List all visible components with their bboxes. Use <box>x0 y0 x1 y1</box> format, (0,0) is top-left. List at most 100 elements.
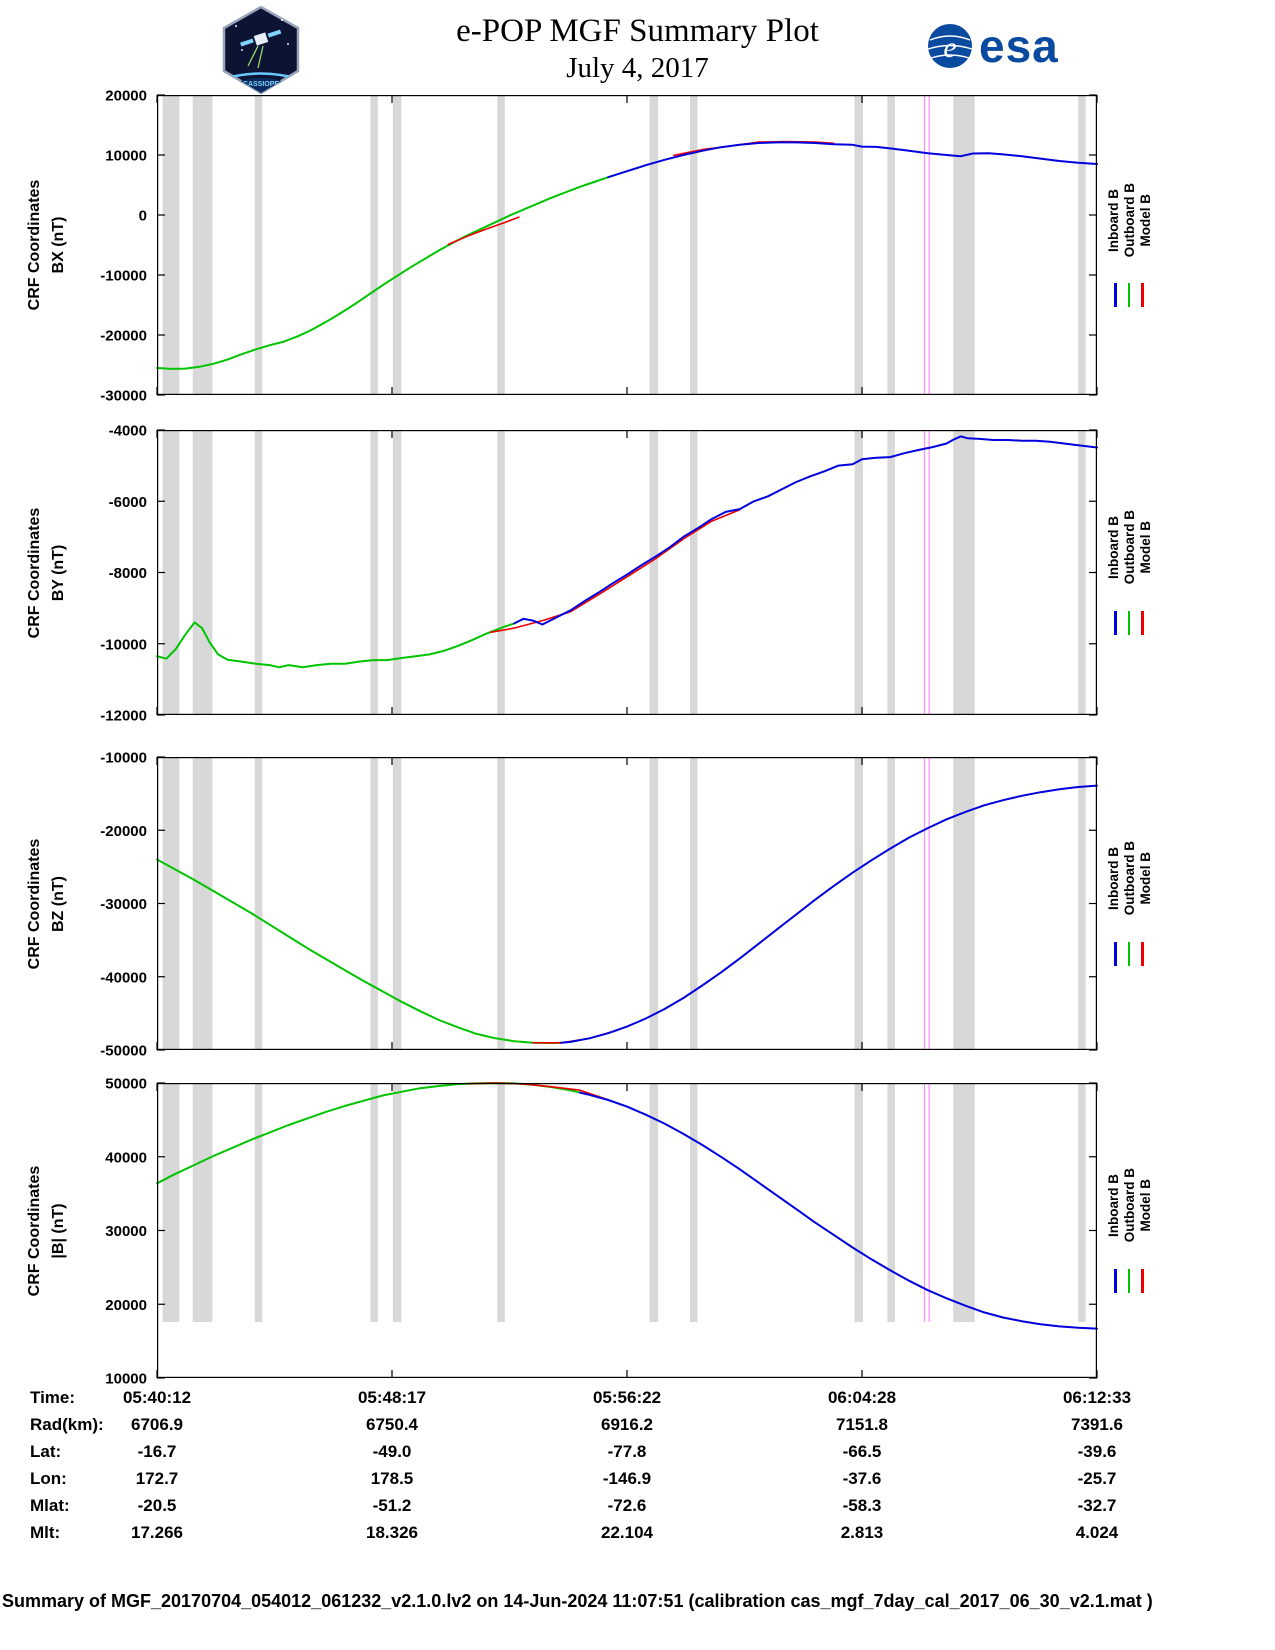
plot-area-bx: 20000 10000 0 -10000 -20000 -30000 <box>100 88 1098 405</box>
series-inboard-b <box>513 435 1098 626</box>
table-cell: -49.0 <box>372 1442 412 1461</box>
title-date: July 4, 2017 <box>566 51 709 84</box>
legend-by: Inboard B Outboard B Model B <box>1100 430 1158 715</box>
series-model-b <box>466 1082 610 1101</box>
series-outboard-b <box>156 176 610 370</box>
data-gap-band <box>953 757 975 1050</box>
y-axis-label-by: CRF Coordinates BY (nT) <box>26 507 67 638</box>
data-gap-band <box>162 95 180 395</box>
legend-label-model: Model B <box>1137 193 1153 247</box>
table-cell: 05:48:17 <box>357 1388 427 1407</box>
data-gap-band <box>254 430 263 715</box>
legend-line-sample-outboard <box>1127 1268 1131 1293</box>
legend-bz: Inboard B Outboard B Model B <box>1100 757 1158 1050</box>
table-cell: 06:04:28 <box>827 1388 897 1407</box>
data-gap-band <box>392 757 402 1050</box>
data-gap-band <box>887 95 895 395</box>
data-gap-band <box>162 757 180 1050</box>
table-cell: 7391.6 <box>1071 1415 1123 1434</box>
data-gap-band <box>370 1083 378 1322</box>
legend-line-sample-model <box>1141 610 1144 635</box>
table-cell: 05:40:12 <box>122 1388 192 1407</box>
y-tick-label: -4000 <box>109 423 147 440</box>
data-gap-band <box>854 757 863 1050</box>
legend-line-sample-inboard <box>1114 941 1117 966</box>
data-gap-band <box>690 430 698 715</box>
table-row: Lon: 172.7 178.5 -146.9 -37.6 -25.7 <box>0 1469 1275 1496</box>
table-cell: 22.104 <box>601 1523 653 1542</box>
y-tick-label: -20000 <box>100 328 147 345</box>
data-gap-band <box>953 430 975 715</box>
esa-logo: e esa <box>926 22 1059 70</box>
table-cell: 05:56:22 <box>592 1388 662 1407</box>
series-inboard-b <box>579 1091 1098 1330</box>
table-row: Lat: -16.7 -49.0 -77.8 -66.5 -39.6 <box>0 1442 1275 1469</box>
y-tick-label: 30000 <box>105 1223 147 1240</box>
data-gap-band <box>192 1083 213 1322</box>
series-model-b <box>489 509 741 634</box>
y-tick-label: -20000 <box>100 823 147 840</box>
panel-bx: CRF Coordinates BX (nT) 20000 10000 0 -1000… <box>0 88 1275 405</box>
table-cell: 2.813 <box>840 1523 884 1542</box>
data-gap-band <box>887 1083 895 1322</box>
data-gap-band <box>192 95 213 395</box>
data-gap-band <box>1078 1083 1086 1322</box>
data-gap-band <box>854 95 863 395</box>
legend-line-sample-inboard <box>1114 610 1117 635</box>
data-gap-band <box>392 430 402 715</box>
patch-label: CASSIOPE <box>243 81 280 88</box>
page-title: e-POP MGF Summary Plot July 4, 2017 <box>0 12 1275 85</box>
data-gap-band <box>497 430 505 715</box>
data-gap-band <box>370 757 378 1050</box>
plot-area-bmag: 50000 40000 30000 20000 10000 <box>105 1076 1098 1388</box>
y-tick-label: -8000 <box>109 565 147 582</box>
y-axis-label-bz: CRF Coordinates BZ (nT) <box>26 838 67 969</box>
y-tick-label: -12000 <box>100 708 147 725</box>
table-row: Rad(km): 6706.9 6750.4 6916.2 7151.8 7391.6 <box>0 1415 1275 1442</box>
table-cell: 06:12:33 <box>1062 1388 1132 1407</box>
data-gap-band <box>887 757 895 1050</box>
table-cell: 6750.4 <box>366 1415 418 1434</box>
data-gap-band <box>254 1083 263 1322</box>
y-axis-label-bx: CRF Coordinates BX (nT) <box>26 179 67 311</box>
data-gap-band <box>854 430 863 715</box>
table-cell: -66.5 <box>842 1442 882 1461</box>
legend-line-sample-outboard <box>1127 941 1131 966</box>
legend-line-sample-model <box>1141 941 1144 966</box>
table-cell: -77.8 <box>607 1442 647 1461</box>
y-tick-label: 50000 <box>105 1076 147 1093</box>
table-row-label: Mlt: <box>30 1523 61 1542</box>
y-tick-label: 40000 <box>105 1149 147 1166</box>
svg-text:e: e <box>943 31 956 64</box>
footer-summary-text: Summary of MGF_20170704_054012_061232_v2… <box>2 1591 1153 1611</box>
bottom-table: Time: 05:40:12 05:48:17 05:56:22 06:04:28 06:… <box>0 1388 1275 1548</box>
table-cell: -146.9 <box>602 1469 652 1488</box>
title-line1: e-POP MGF Summary Plot <box>456 13 819 49</box>
y-tick-label: -10000 <box>100 750 147 767</box>
plot-area-bz: -10000 -20000 -30000 -40000 -50000 <box>100 750 1098 1060</box>
y-tick-label: 10000 <box>105 148 147 165</box>
table-cell: -32.7 <box>1077 1496 1117 1515</box>
esa-globe-icon: e <box>927 24 973 68</box>
data-gap-band <box>887 430 895 715</box>
data-gap-band <box>953 95 975 395</box>
table-cell: -37.6 <box>842 1469 882 1488</box>
legend-label-model: Model B <box>1137 1179 1153 1232</box>
y-tick-label: -30000 <box>100 388 147 405</box>
data-gap-band <box>649 430 659 715</box>
data-gap-band <box>192 430 213 715</box>
series-model-b <box>447 216 520 246</box>
data-gap-band <box>254 757 263 1050</box>
data-gap-band <box>497 95 505 395</box>
y-tick-label: -10000 <box>100 636 147 653</box>
series-outboard-b <box>156 858 563 1044</box>
patch-satellite <box>240 29 282 69</box>
table-cell: -20.5 <box>137 1496 177 1515</box>
legend-line-sample-inboard <box>1114 1268 1117 1293</box>
y-tick-label: -6000 <box>109 494 147 511</box>
cassiope-patch-logo: CASSIOPE <box>222 6 300 94</box>
table-cell: 178.5 <box>370 1469 414 1488</box>
table-row-label: Time: <box>30 1388 76 1407</box>
y-tick-label: 20000 <box>105 1297 147 1314</box>
